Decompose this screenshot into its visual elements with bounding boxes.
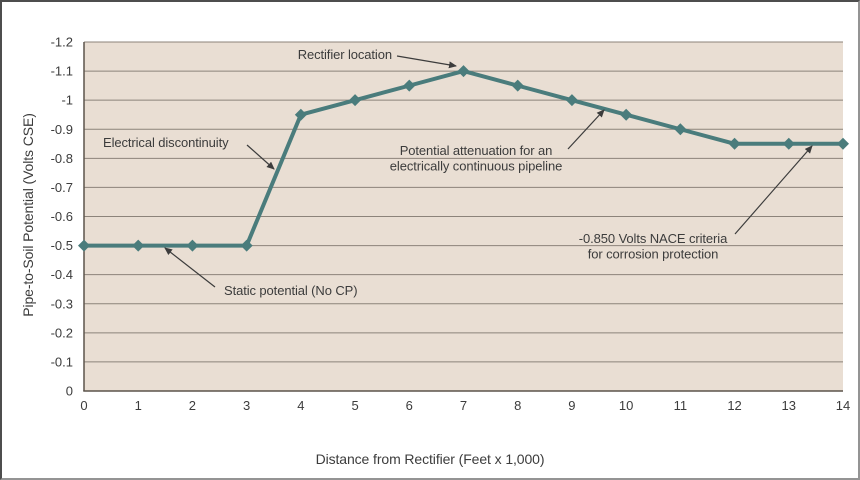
x-tick-label: 12 [727, 398, 741, 413]
data-point-marker [240, 239, 253, 252]
data-point-marker [782, 137, 795, 150]
x-tick-label: 7 [460, 398, 467, 413]
data-point-marker [511, 79, 524, 92]
x-tick-label: 10 [619, 398, 633, 413]
annotation-text: Electrical discontinuity [103, 135, 229, 150]
annotation-text: Static potential (No CP) [224, 283, 357, 298]
data-point-marker [565, 94, 578, 107]
annotation-text: electrically continuous pipeline [390, 159, 562, 174]
y-tick-label: -0.5 [51, 238, 73, 253]
data-point-marker [78, 239, 90, 252]
annotation-arrow [246, 144, 275, 170]
x-tick-label: 13 [782, 398, 796, 413]
y-tick-label: -0.3 [51, 296, 73, 311]
data-point-marker [186, 239, 199, 252]
x-axis-title: Distance from Rectifier (Feet x 1,000) [315, 451, 545, 467]
y-tick-label: -0.4 [51, 267, 73, 282]
data-point-marker [837, 137, 849, 150]
annotation-text: for corrosion protection [588, 247, 719, 262]
x-tick-label: 9 [568, 398, 575, 413]
data-point-marker [674, 123, 687, 136]
data-point-marker [457, 65, 470, 78]
annotation-arrow [164, 247, 216, 288]
y-tick-label: -1.2 [51, 35, 73, 50]
x-tick-label: 3 [243, 398, 250, 413]
y-tick-label: -0.6 [51, 209, 73, 224]
y-tick-label: -0.8 [51, 151, 73, 166]
data-point-marker [349, 94, 362, 107]
x-tick-label: 11 [674, 398, 688, 413]
x-tick-label: 6 [406, 398, 413, 413]
y-tick-label: -1 [61, 93, 73, 108]
annotation-arrow [396, 55, 457, 69]
data-point-marker [728, 137, 741, 150]
data-point-marker [294, 108, 307, 121]
x-tick-label: 5 [351, 398, 358, 413]
y-tick-label: -0.9 [51, 122, 73, 137]
y-tick-label: 0 [66, 384, 73, 399]
annotation-text: -0.850 Volts NACE criteria [579, 231, 728, 246]
annotation-text: Rectifier location [298, 47, 392, 62]
y-tick-label: -0.1 [51, 354, 73, 369]
y-axis-title: Pipe-to-Soil Potential (Volts CSE) [20, 113, 36, 317]
x-tick-label: 1 [135, 398, 142, 413]
x-tick-label: 2 [189, 398, 196, 413]
y-tick-label: -0.7 [51, 180, 73, 195]
x-tick-label: 8 [514, 398, 521, 413]
y-tick-label: -0.2 [51, 325, 73, 340]
data-point-marker [403, 79, 416, 92]
x-tick-label: 4 [297, 398, 304, 413]
annotation-text: Potential attenuation for an [400, 143, 553, 158]
annotation-arrow [567, 109, 605, 150]
y-tick-label: -1.1 [51, 64, 73, 79]
data-point-marker [620, 108, 633, 121]
data-point-marker [132, 239, 145, 252]
x-tick-label: 0 [80, 398, 87, 413]
x-tick-label: 14 [836, 398, 850, 413]
annotation-arrow [734, 145, 813, 235]
